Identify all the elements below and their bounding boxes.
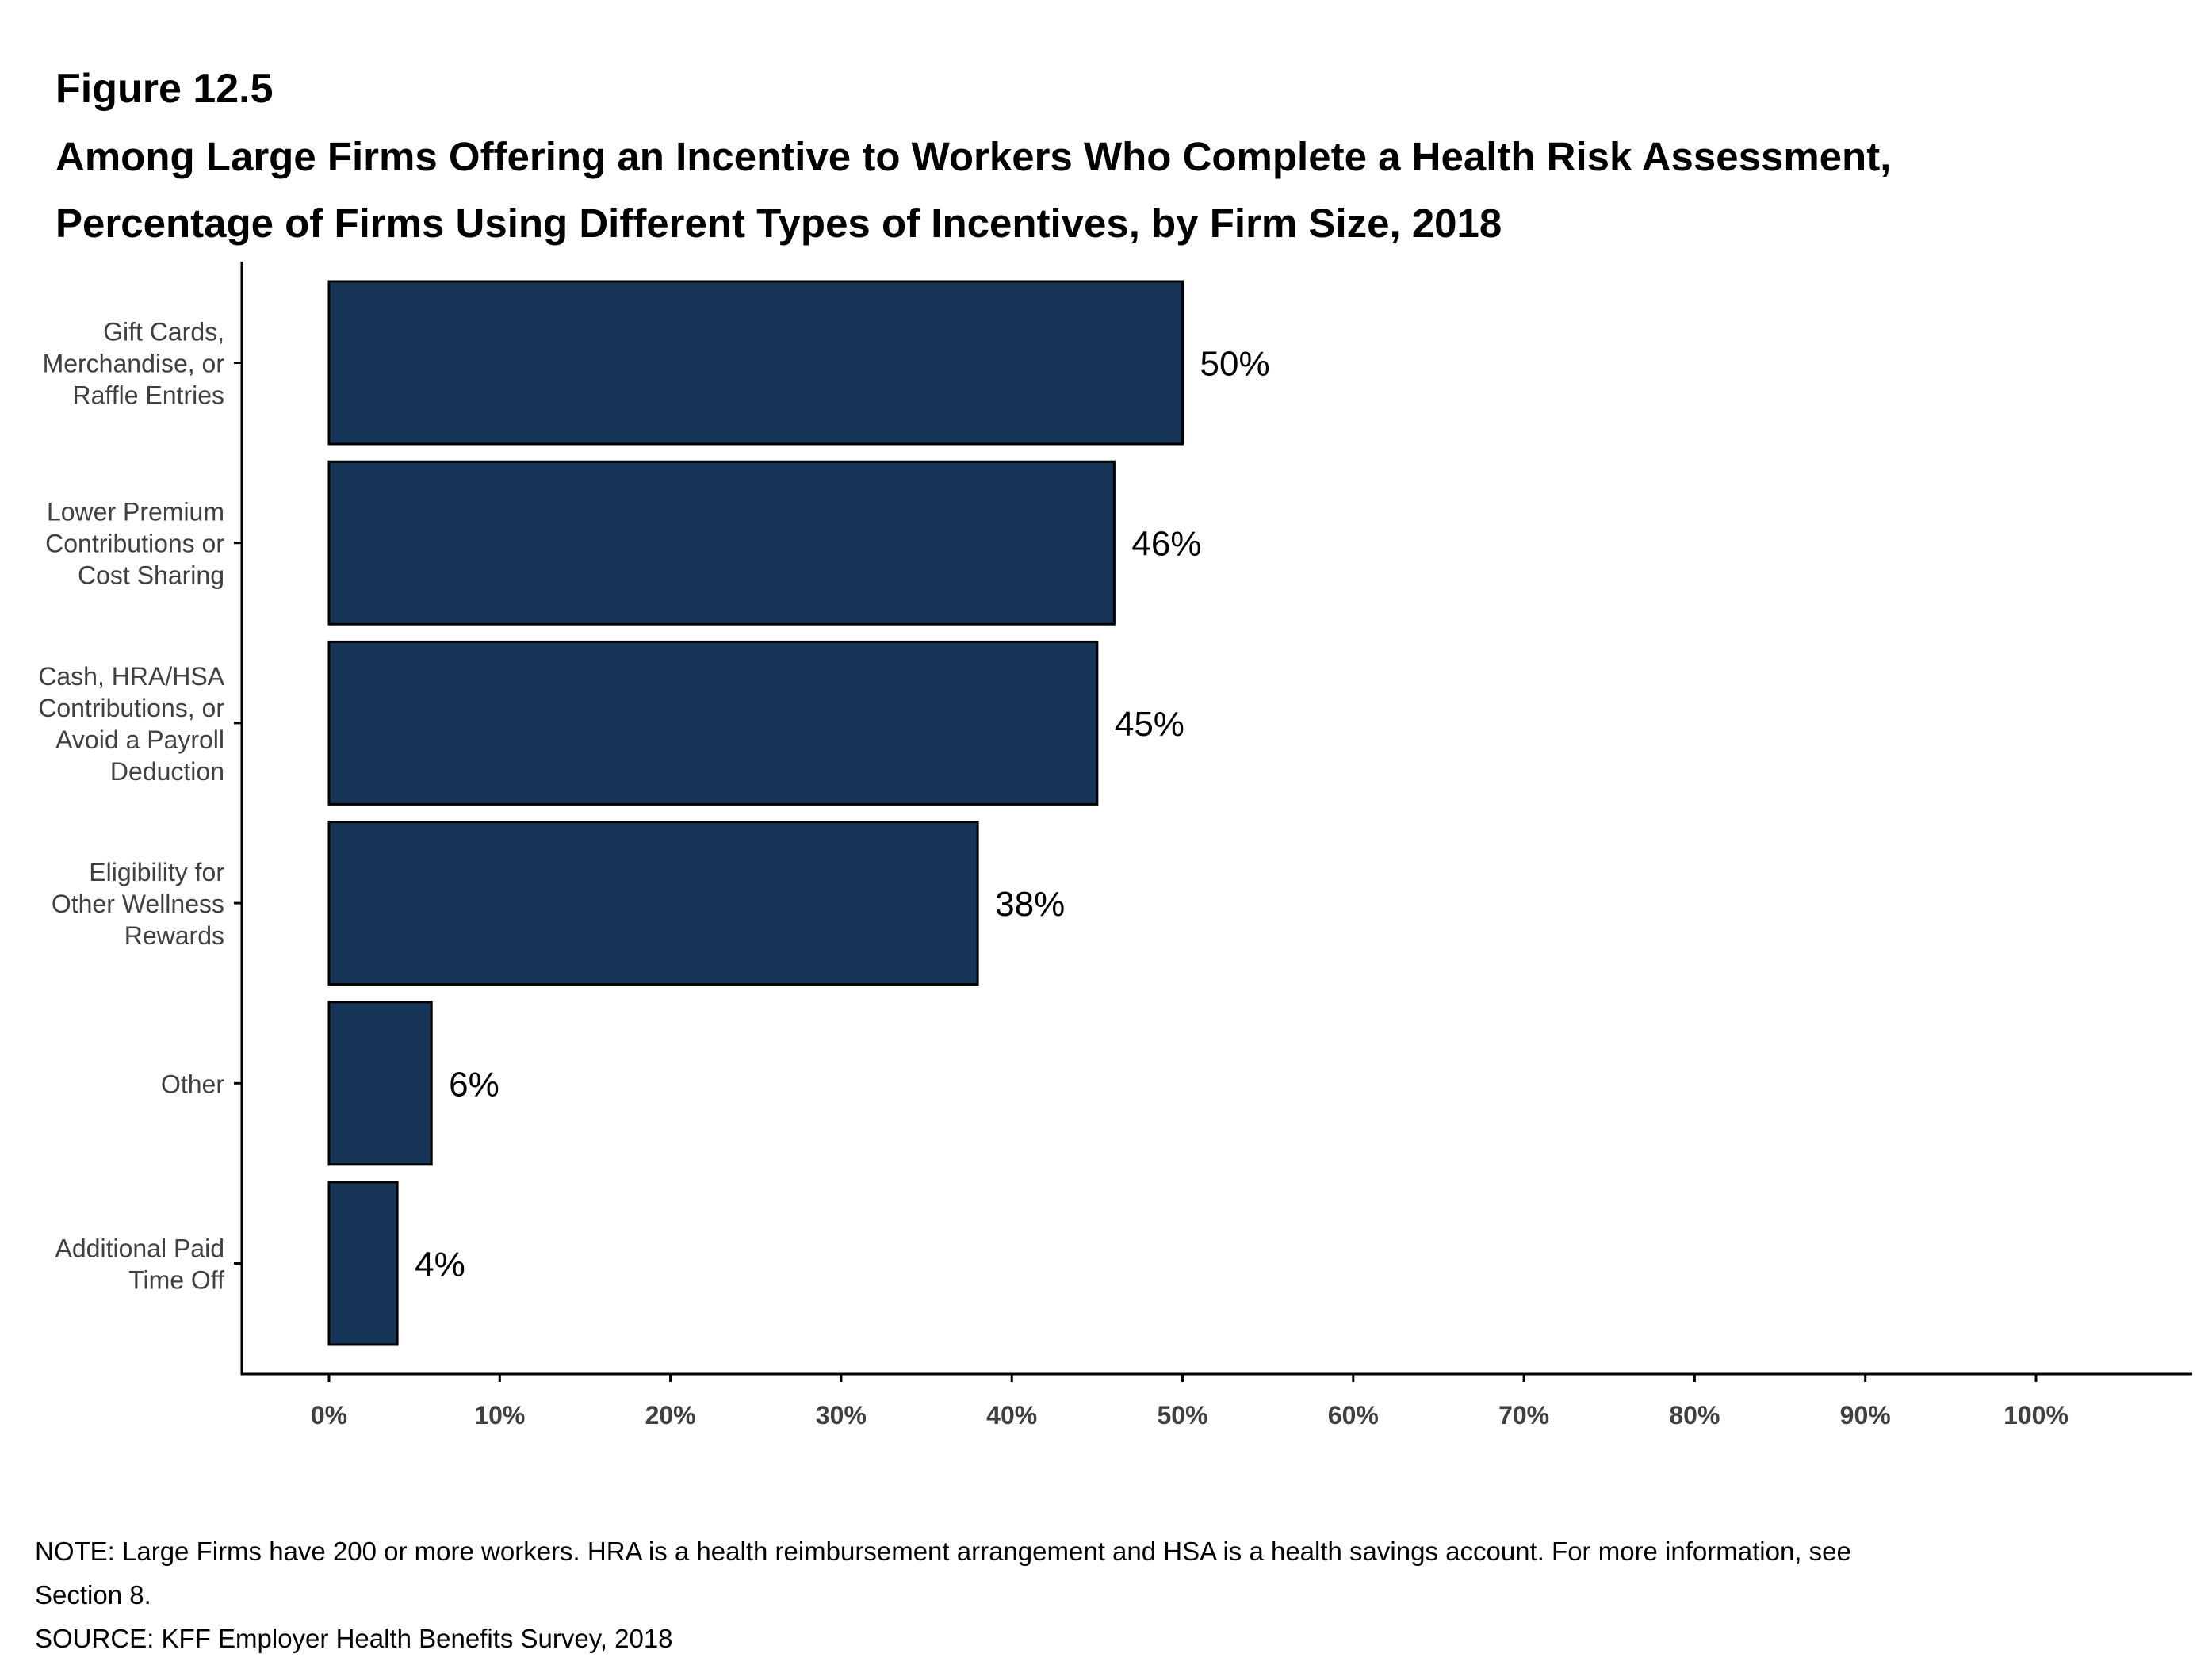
axes-layer xyxy=(234,262,2192,1382)
x-tick-label: 0% xyxy=(311,1401,347,1430)
category-label-line: Merchandise, or xyxy=(43,350,225,378)
x-tick-label: 20% xyxy=(645,1401,696,1430)
bar xyxy=(327,821,979,986)
bar xyxy=(327,640,1099,806)
category-label-line: Contributions, or xyxy=(38,694,224,722)
x-tick-label: 30% xyxy=(816,1401,867,1430)
category-label-line: Raffle Entries xyxy=(73,381,225,410)
bar-value-label: 4% xyxy=(415,1246,465,1284)
category-label: Additional Paid Time Off xyxy=(55,1234,225,1295)
x-tick-label: 90% xyxy=(1840,1401,1891,1430)
chart-title-line-2: Percentage of Firms Using Different Type… xyxy=(55,201,1502,246)
bar xyxy=(327,1181,399,1346)
bar-value-label: 45% xyxy=(1115,705,1184,744)
category-label-line: Deduction xyxy=(110,757,224,786)
category-label-line: Avoid a Payroll xyxy=(55,725,224,754)
category-label-line: Time Off xyxy=(128,1266,224,1295)
value-labels-layer: 50% 46% 45% 38% 6% 4% xyxy=(415,345,1269,1284)
bar-value-label: 38% xyxy=(995,885,1065,924)
category-label-line: Additional Paid xyxy=(55,1234,224,1263)
category-label-line: Other Wellness xyxy=(52,890,224,918)
category-label: Eligibility for Other Wellness Rewards xyxy=(52,858,225,950)
bar-value-label: 50% xyxy=(1200,345,1270,384)
x-tick-label: 100% xyxy=(2003,1401,2068,1430)
x-tick-label: 60% xyxy=(1328,1401,1379,1430)
category-label-line: Gift Cards, xyxy=(103,318,224,346)
figure-label: Figure 12.5 xyxy=(55,66,274,112)
bars-layer xyxy=(327,280,1184,1346)
bar-value-label: 46% xyxy=(1131,525,1201,564)
category-label-line: Rewards xyxy=(124,921,224,950)
x-tick-labels-layer: 0% 10% 20% 30% 40% 50% 60% 70% 80% 90% 100% xyxy=(311,1401,2068,1430)
category-label-line: Cash, HRA/HSA xyxy=(38,662,224,691)
x-tick-label: 10% xyxy=(474,1401,525,1430)
category-label: Lower Premium Contributions or Cost Sharin… xyxy=(45,498,224,590)
x-tick-label: 70% xyxy=(1498,1401,1549,1430)
category-label-line: Eligibility for xyxy=(89,858,224,886)
x-tick-label: 40% xyxy=(986,1401,1037,1430)
source-line: SOURCE: KFF Employer Health Benefits Sur… xyxy=(35,1624,673,1653)
category-label-line: Other xyxy=(161,1070,224,1098)
chart-title-line-1: Among Large Firms Offering an Incentive … xyxy=(55,134,1892,179)
bar-chart: 50% 46% 45% 38% 6% 4% Gift Cards, Merchandise,… xyxy=(38,262,2192,1430)
category-label-line: Lower Premium xyxy=(47,498,224,526)
category-labels-layer: Gift Cards, Merchandise, or Raffle Entries… xyxy=(38,318,224,1295)
category-label: Gift Cards, Merchandise, or Raffle Entries xyxy=(43,318,225,410)
category-label-line: Cost Sharing xyxy=(78,561,224,590)
x-tick-label: 80% xyxy=(1669,1401,1720,1430)
bar xyxy=(327,280,1184,446)
category-label: Cash, HRA/HSA Contributions, or Avoid a Pa… xyxy=(38,662,224,786)
bar-value-label: 6% xyxy=(449,1065,499,1104)
note-line-2: Section 8. xyxy=(35,1580,151,1610)
x-tick-label: 50% xyxy=(1157,1401,1207,1430)
bar xyxy=(327,1001,433,1166)
category-label-line: Contributions or xyxy=(45,530,224,558)
note-line-1: NOTE: Large Firms have 200 or more worke… xyxy=(35,1537,1851,1566)
bar xyxy=(327,460,1116,626)
category-label: Other xyxy=(161,1070,224,1098)
